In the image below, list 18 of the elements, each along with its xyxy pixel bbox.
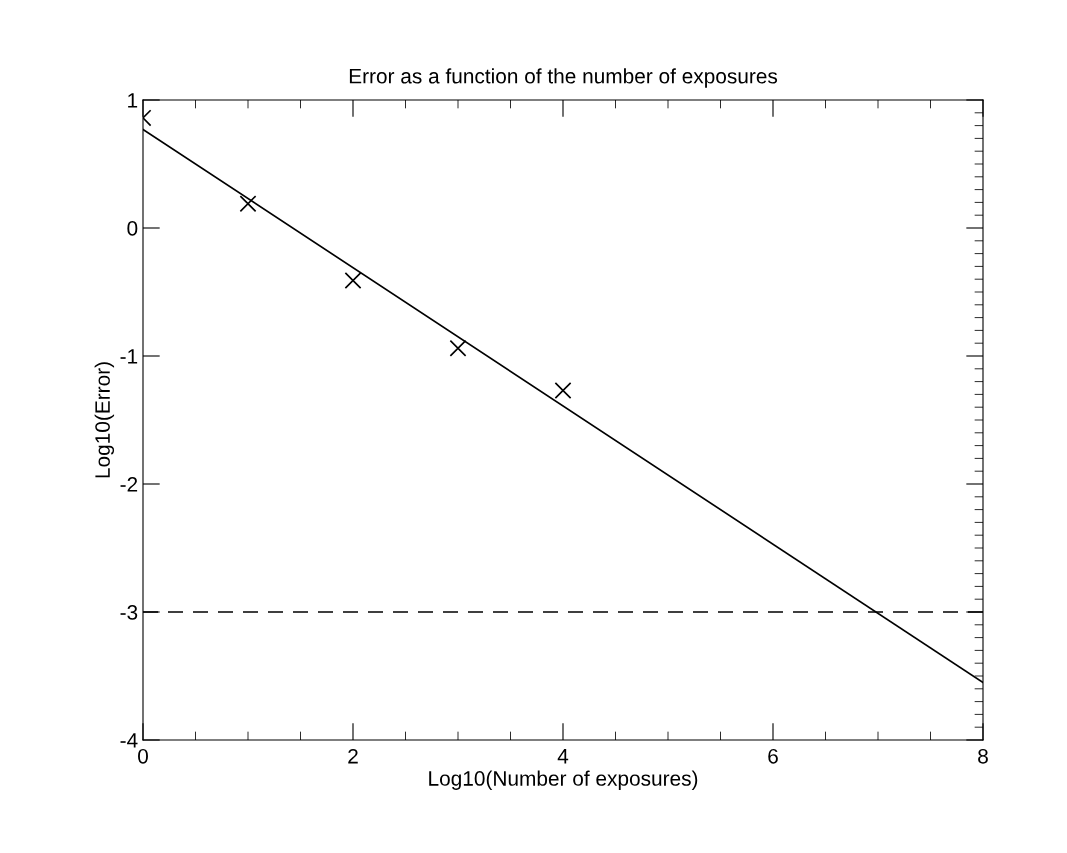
y-tick-label: -1: [120, 349, 138, 364]
x-axis-title: Log10(Number of exposures): [429, 770, 698, 790]
point: [344, 272, 362, 289]
point: [554, 382, 572, 400]
chart-title: Error as a function of the number of exposures: [349, 68, 778, 88]
y-tick-label: 0: [127, 221, 138, 236]
x-tick-label: 6: [768, 748, 778, 764]
y-tick-label: 1: [128, 93, 138, 108]
point: [449, 339, 467, 357]
y-tick-label: -4: [120, 733, 138, 748]
x-tick-label: 8: [978, 748, 988, 764]
x-tick-label: 2: [348, 748, 358, 764]
y-tick-label: -3: [120, 605, 138, 620]
x-tick-label: 0: [138, 748, 148, 764]
y-tick-label: -2: [120, 477, 138, 492]
y-axis-title: Log10(Error): [94, 362, 115, 478]
point: [239, 195, 257, 213]
x-tick-label: 4: [557, 749, 569, 764]
